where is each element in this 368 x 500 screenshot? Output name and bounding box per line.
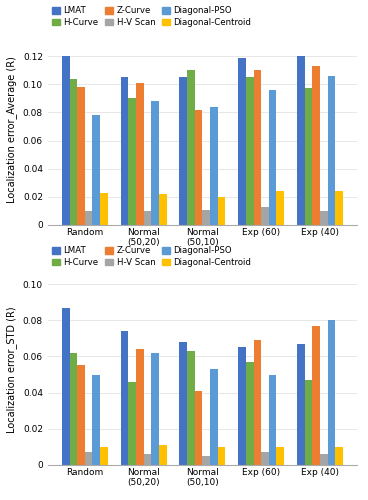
Bar bbox=[187, 351, 195, 465]
Bar bbox=[144, 211, 151, 225]
Bar bbox=[297, 56, 305, 225]
Y-axis label: Localization error_STD (R): Localization error_STD (R) bbox=[6, 306, 17, 434]
Bar bbox=[100, 192, 108, 225]
Bar bbox=[218, 197, 225, 225]
Bar bbox=[312, 66, 320, 225]
Bar bbox=[305, 88, 312, 225]
Bar bbox=[320, 211, 328, 225]
Bar bbox=[180, 77, 187, 225]
Bar bbox=[276, 447, 284, 465]
Bar bbox=[92, 115, 100, 225]
Bar bbox=[261, 206, 269, 225]
Bar bbox=[85, 452, 92, 465]
Bar bbox=[77, 366, 85, 465]
Bar bbox=[187, 70, 195, 225]
Bar bbox=[238, 348, 246, 465]
Bar bbox=[159, 194, 167, 225]
Bar bbox=[70, 353, 77, 465]
Bar bbox=[246, 77, 254, 225]
Bar bbox=[210, 107, 218, 225]
Bar bbox=[202, 456, 210, 465]
Bar bbox=[269, 374, 276, 465]
Legend: LMAT, H-Curve, Z-Curve, H-V Scan, Diagonal-PSO, Diagonal-Centroid: LMAT, H-Curve, Z-Curve, H-V Scan, Diagon… bbox=[52, 6, 251, 27]
Bar bbox=[297, 344, 305, 465]
Bar bbox=[77, 87, 85, 225]
Y-axis label: Localization error_Average (R): Localization error_Average (R) bbox=[6, 56, 17, 204]
Bar bbox=[136, 349, 144, 465]
Bar bbox=[195, 391, 202, 465]
Bar bbox=[62, 308, 70, 465]
Bar bbox=[70, 78, 77, 225]
Bar bbox=[261, 452, 269, 465]
Bar bbox=[238, 58, 246, 225]
Bar bbox=[136, 83, 144, 225]
Bar bbox=[246, 362, 254, 465]
Bar bbox=[128, 98, 136, 225]
Bar bbox=[159, 445, 167, 465]
Bar bbox=[62, 56, 70, 225]
Bar bbox=[151, 101, 159, 225]
Bar bbox=[195, 110, 202, 225]
Bar bbox=[254, 70, 261, 225]
Bar bbox=[144, 454, 151, 465]
Bar bbox=[335, 447, 343, 465]
Legend: LMAT, H-Curve, Z-Curve, H-V Scan, Diagonal-PSO, Diagonal-Centroid: LMAT, H-Curve, Z-Curve, H-V Scan, Diagon… bbox=[52, 246, 251, 267]
Bar bbox=[276, 191, 284, 225]
Bar bbox=[305, 380, 312, 465]
Bar bbox=[92, 374, 100, 465]
Bar bbox=[151, 353, 159, 465]
Bar bbox=[202, 210, 210, 225]
Bar bbox=[180, 342, 187, 465]
Bar bbox=[121, 331, 128, 465]
Text: a: a bbox=[199, 278, 206, 288]
Bar bbox=[335, 191, 343, 225]
Bar bbox=[128, 382, 136, 465]
Bar bbox=[100, 447, 108, 465]
Bar bbox=[254, 340, 261, 465]
Bar bbox=[121, 77, 128, 225]
Bar bbox=[320, 454, 328, 465]
Bar bbox=[312, 326, 320, 465]
Bar bbox=[218, 447, 225, 465]
Bar bbox=[210, 369, 218, 465]
Bar bbox=[328, 76, 335, 225]
Bar bbox=[328, 320, 335, 465]
Bar bbox=[269, 90, 276, 225]
Bar bbox=[85, 211, 92, 225]
